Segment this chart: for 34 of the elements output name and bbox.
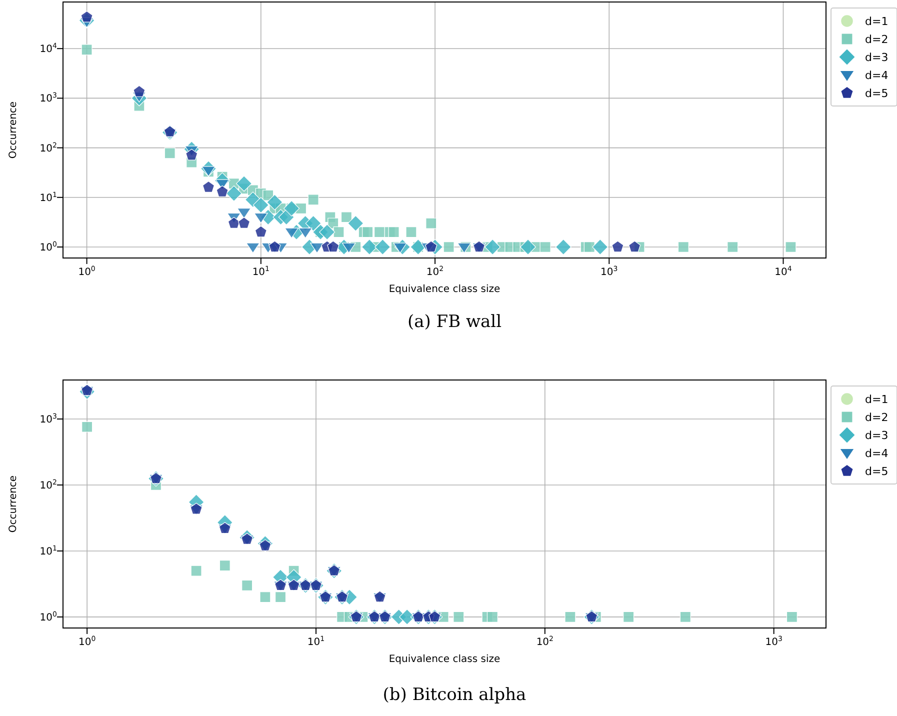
y-tick-label: 10$^{0}$ — [40, 610, 57, 624]
legend-label: d=3 — [865, 50, 888, 64]
text: (a) FB wall — [407, 312, 502, 332]
x-axis-title: Equivalence class size — [388, 284, 500, 295]
legend-label: d=2 — [865, 32, 888, 46]
legend-label: d=4 — [865, 68, 888, 82]
legend-label: d=1 — [865, 14, 888, 28]
legend-label: d=5 — [865, 464, 888, 478]
text: (b) Bitcoin alpha — [382, 685, 526, 705]
x-tick-label: 10$^{1}$ — [252, 265, 270, 278]
x-tick-label: 10$^{4}$ — [774, 265, 792, 278]
x-axis-title: Equivalence class size — [388, 654, 500, 665]
y-tick-label: 10$^{0}$ — [40, 240, 57, 254]
y-tick-label: 10$^{2}$ — [40, 478, 57, 492]
y-tick-label: 10$^{1}$ — [40, 190, 57, 204]
x-tick-label: 10$^{0}$ — [78, 635, 96, 648]
x-tick-label: 10$^{2}$ — [426, 265, 444, 278]
x-tick-label: 10$^{3}$ — [765, 635, 782, 648]
x-tick-label: 10$^{3}$ — [600, 265, 618, 278]
x-tick-label: 10$^{1}$ — [307, 635, 325, 648]
y-axis-title: Occurrence — [8, 475, 19, 533]
legend-label: d=4 — [865, 446, 888, 460]
y-axis-title: Occurrence — [8, 101, 19, 159]
y-tick-label: 10$^{3}$ — [40, 92, 57, 105]
legend-label: d=1 — [865, 392, 888, 406]
legend-label: d=5 — [865, 86, 888, 100]
y-tick-label: 10$^{2}$ — [40, 141, 57, 154]
y-tick-label: 10$^{3}$ — [40, 412, 57, 426]
x-tick-label: 10$^{2}$ — [536, 635, 554, 648]
legend-label: d=2 — [865, 410, 888, 424]
y-tick-label: 10$^{4}$ — [40, 42, 58, 56]
y-tick-label: 10$^{1}$ — [40, 544, 57, 558]
legend-label: d=3 — [865, 428, 888, 442]
x-tick-label: 10$^{0}$ — [78, 265, 96, 278]
